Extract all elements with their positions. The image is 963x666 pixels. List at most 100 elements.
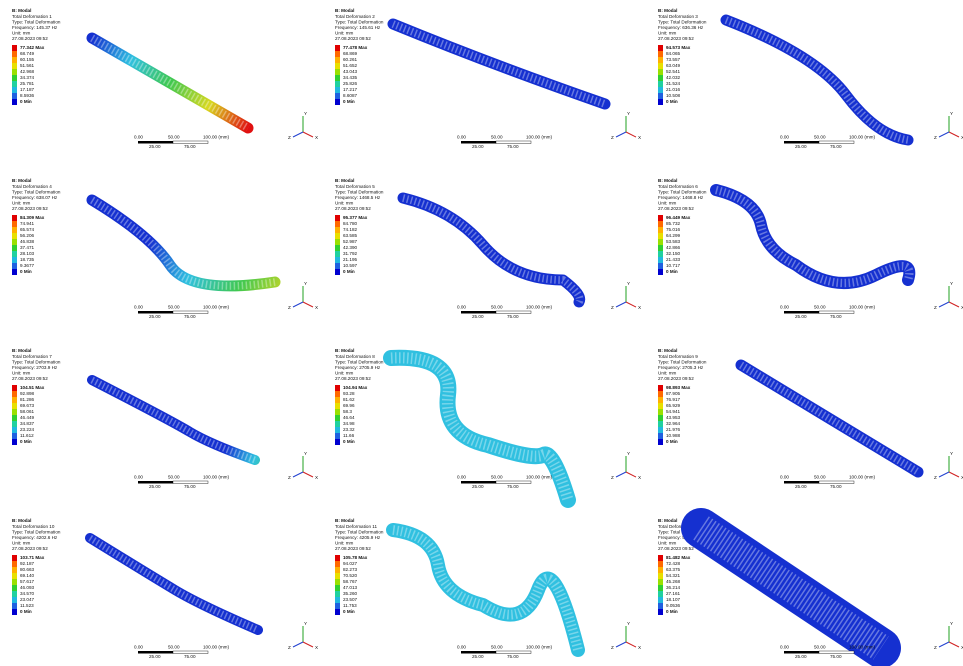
legend-swatch — [12, 597, 17, 603]
header-line: Type: Total Deformation — [658, 189, 707, 194]
legend-swatch — [335, 227, 340, 233]
header-line: Unit: mm — [12, 201, 31, 206]
legend-swatch — [335, 257, 340, 263]
legend-label: 10.597 — [343, 263, 357, 268]
header-line: Type: Total Deformation — [335, 529, 384, 534]
scale-label: 75.00 — [507, 314, 519, 319]
legend-label: 76.917 — [666, 397, 680, 402]
axis-label: Y — [950, 451, 953, 456]
legend-label: 81.482 Max — [666, 555, 691, 560]
legend-swatch — [335, 75, 340, 81]
legend-swatch — [12, 227, 17, 233]
legend-swatch — [658, 69, 663, 75]
scale-bar — [496, 651, 531, 654]
legend-swatch — [658, 409, 663, 415]
legend-label: 9.3677 — [20, 263, 34, 268]
axis-z — [616, 472, 626, 477]
legend-label: 11.612 — [20, 433, 34, 438]
legend-label: 34.435 — [343, 75, 357, 80]
legend-swatch — [335, 45, 340, 51]
scale-bar — [461, 651, 496, 654]
legend-label: 81.286 — [20, 397, 34, 402]
legend-swatch — [658, 215, 663, 221]
axis-z — [939, 132, 949, 137]
scale-label: 0.00 — [780, 475, 789, 480]
scale-label: 25.00 — [472, 144, 484, 149]
scale-label: 25.00 — [472, 484, 484, 489]
legend-label: 23.224 — [20, 427, 34, 432]
scale-bar — [784, 311, 819, 314]
legend-label: 36.214 — [666, 585, 680, 590]
header-line: Unit: mm — [658, 541, 677, 546]
legend-swatch — [335, 81, 340, 87]
legend-swatch — [658, 603, 663, 609]
scale-label: 75.00 — [184, 144, 196, 149]
header-line: Frequency: 2705.9 Hz — [335, 365, 381, 370]
header-line: B: Modal — [12, 178, 31, 183]
header-line: 27.08.2023 09:52 — [658, 376, 694, 381]
header-line: Unit: mm — [335, 201, 354, 206]
legend-label: 32.150 — [666, 251, 680, 256]
axis-label: Z — [611, 645, 614, 650]
legend-label: 74.182 — [343, 227, 357, 232]
legend-label: 63.049 — [666, 63, 680, 68]
header-line: Unit: mm — [658, 201, 677, 206]
legend-label: 25.781 — [20, 81, 34, 86]
header-line: Total Deformation 6 — [658, 184, 698, 189]
scale-bar — [138, 651, 173, 654]
legend-swatch — [658, 75, 663, 81]
legend-label: 17.187 — [20, 87, 34, 92]
legend-swatch — [335, 427, 340, 433]
scale-bar — [819, 651, 854, 654]
legend-swatch — [335, 415, 340, 421]
axis-x — [303, 472, 313, 477]
legend-swatch — [658, 403, 663, 409]
axis-label: Y — [304, 621, 307, 626]
legend-label: 34.837 — [20, 421, 34, 426]
legend-swatch — [658, 597, 663, 603]
axis-label: Z — [611, 305, 614, 310]
legend-swatch — [12, 239, 17, 245]
legend-label: 84.065 — [666, 51, 680, 56]
legend-swatch — [12, 215, 17, 221]
legend-label: 0 Min — [343, 269, 355, 274]
header-line: Type: Total Deformation — [12, 189, 61, 194]
scale-label: 0.00 — [457, 305, 466, 310]
header-line: Total Deformation 11 — [335, 524, 377, 529]
header-line: Total Deformation 7 — [12, 354, 52, 359]
legend-label: 8.5936 — [20, 93, 34, 98]
legend-label: 0 Min — [20, 99, 32, 104]
legend-swatch — [658, 385, 663, 391]
axis-x — [626, 642, 636, 647]
header-line: Total Deformation 9 — [658, 354, 698, 359]
result-panel: B: ModalTotal Deformation 4Type: Total D… — [12, 178, 318, 319]
legend-swatch — [12, 579, 17, 585]
header-line: B: Modal — [12, 518, 31, 523]
legend-swatch — [12, 93, 17, 99]
scale-label: 50.00 — [491, 475, 503, 480]
legend-swatch — [335, 561, 340, 567]
legend-swatch — [335, 57, 340, 63]
legend-swatch — [658, 63, 663, 69]
legend-label: 23.507 — [343, 597, 357, 602]
legend-label: 87.905 — [666, 391, 680, 396]
legend-swatch — [658, 561, 663, 567]
scale-bar — [461, 481, 496, 484]
deformed-body — [403, 198, 580, 302]
header-line: 27.08.2023 09:52 — [12, 206, 48, 211]
legend-label: 0 Min — [20, 609, 32, 614]
scale-label: 25.00 — [795, 654, 807, 659]
legend-label: 104.94 Max — [343, 385, 368, 390]
header-line: Unit: mm — [335, 31, 354, 36]
legend-swatch — [335, 597, 340, 603]
header-line: Total Deformation 2 — [335, 14, 375, 19]
scale-bar — [173, 481, 208, 484]
page: {"panels":[ {"title":"B: Modal","mode":"… — [0, 0, 963, 666]
header-line: Type: Total Deformation — [12, 529, 61, 534]
legend-swatch — [658, 45, 663, 51]
legend-label: 10.988 — [666, 433, 680, 438]
legend-label: 77.342 Max — [20, 45, 45, 50]
header-line: Total Deformation 3 — [658, 14, 698, 19]
scale-bar — [784, 141, 819, 144]
